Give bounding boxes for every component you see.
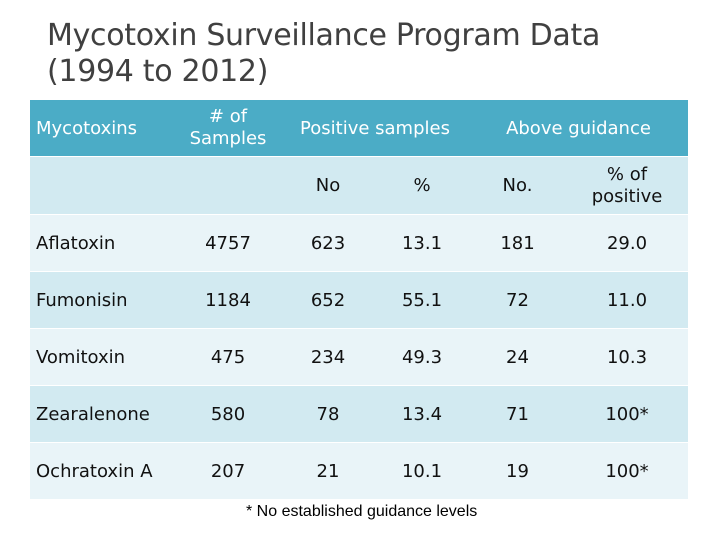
row-above-pct: 10.3: [566, 328, 688, 385]
row-samples: 207: [175, 442, 281, 499]
row-pos-pct: 49.3: [375, 328, 469, 385]
title-line-2: (1994 to 2012): [47, 54, 269, 89]
header-above-guidance: Above guidance: [469, 100, 688, 157]
row-name: Zearalenone: [30, 385, 175, 442]
row-above-pct: 29.0: [566, 214, 688, 271]
subheader-pct-positive: % of positive: [566, 157, 688, 214]
row-pos-no: 234: [281, 328, 375, 385]
row-samples: 4757: [175, 214, 281, 271]
footnote: * No established guidance levels: [246, 503, 478, 520]
subheader-no: No: [281, 157, 375, 214]
subheader-empty-2: [175, 157, 281, 214]
row-samples: 475: [175, 328, 281, 385]
row-name: Aflatoxin: [30, 214, 175, 271]
row-samples: 580: [175, 385, 281, 442]
subheader-empty-1: [30, 157, 175, 214]
row-above-no: 72: [469, 271, 566, 328]
mycotoxin-table: Mycotoxins # of Samples Positive samples…: [30, 100, 688, 499]
row-pos-pct: 55.1: [375, 271, 469, 328]
subheader-pct-positive-line2: positive: [591, 185, 663, 207]
header-samples: # of Samples: [175, 100, 281, 157]
row-pos-no: 21: [281, 442, 375, 499]
row-above-pct: 11.0: [566, 271, 688, 328]
table-row: Zearalenone 580 78 13.4 71 100*: [30, 385, 688, 442]
header-positive-samples: Positive samples: [281, 100, 469, 157]
subheader-no2: No.: [469, 157, 566, 214]
row-above-pct: 100*: [566, 385, 688, 442]
table-row: Aflatoxin 4757 623 13.1 181 29.0: [30, 214, 688, 271]
row-above-no: 71: [469, 385, 566, 442]
header-mycotoxins: Mycotoxins: [30, 100, 175, 157]
header-samples-line2: Samples: [189, 128, 267, 149]
row-above-no: 181: [469, 214, 566, 271]
row-pos-pct: 10.1: [375, 442, 469, 499]
header-samples-line1: # of: [208, 106, 248, 127]
table-subheader-row: No % No. % of positive: [30, 157, 688, 214]
row-pos-pct: 13.1: [375, 214, 469, 271]
table-header-row: Mycotoxins # of Samples Positive samples…: [30, 100, 688, 157]
row-name: Fumonisin: [30, 271, 175, 328]
slide-title: Mycotoxin Surveillance Program Data (199…: [47, 18, 687, 90]
row-above-no: 19: [469, 442, 566, 499]
subheader-percent: %: [375, 157, 469, 214]
table-row: Ochratoxin A 207 21 10.1 19 100*: [30, 442, 688, 499]
row-samples: 1184: [175, 271, 281, 328]
table-row: Fumonisin 1184 652 55.1 72 11.0: [30, 271, 688, 328]
row-pos-no: 652: [281, 271, 375, 328]
row-pos-no: 78: [281, 385, 375, 442]
subheader-pct-positive-line1: % of: [606, 163, 648, 185]
row-above-no: 24: [469, 328, 566, 385]
table-row: Vomitoxin 475 234 49.3 24 10.3: [30, 328, 688, 385]
row-name: Ochratoxin A: [30, 442, 175, 499]
row-name: Vomitoxin: [30, 328, 175, 385]
row-above-pct: 100*: [566, 442, 688, 499]
row-pos-no: 623: [281, 214, 375, 271]
row-pos-pct: 13.4: [375, 385, 469, 442]
title-line-1: Mycotoxin Surveillance Program Data: [47, 18, 601, 53]
